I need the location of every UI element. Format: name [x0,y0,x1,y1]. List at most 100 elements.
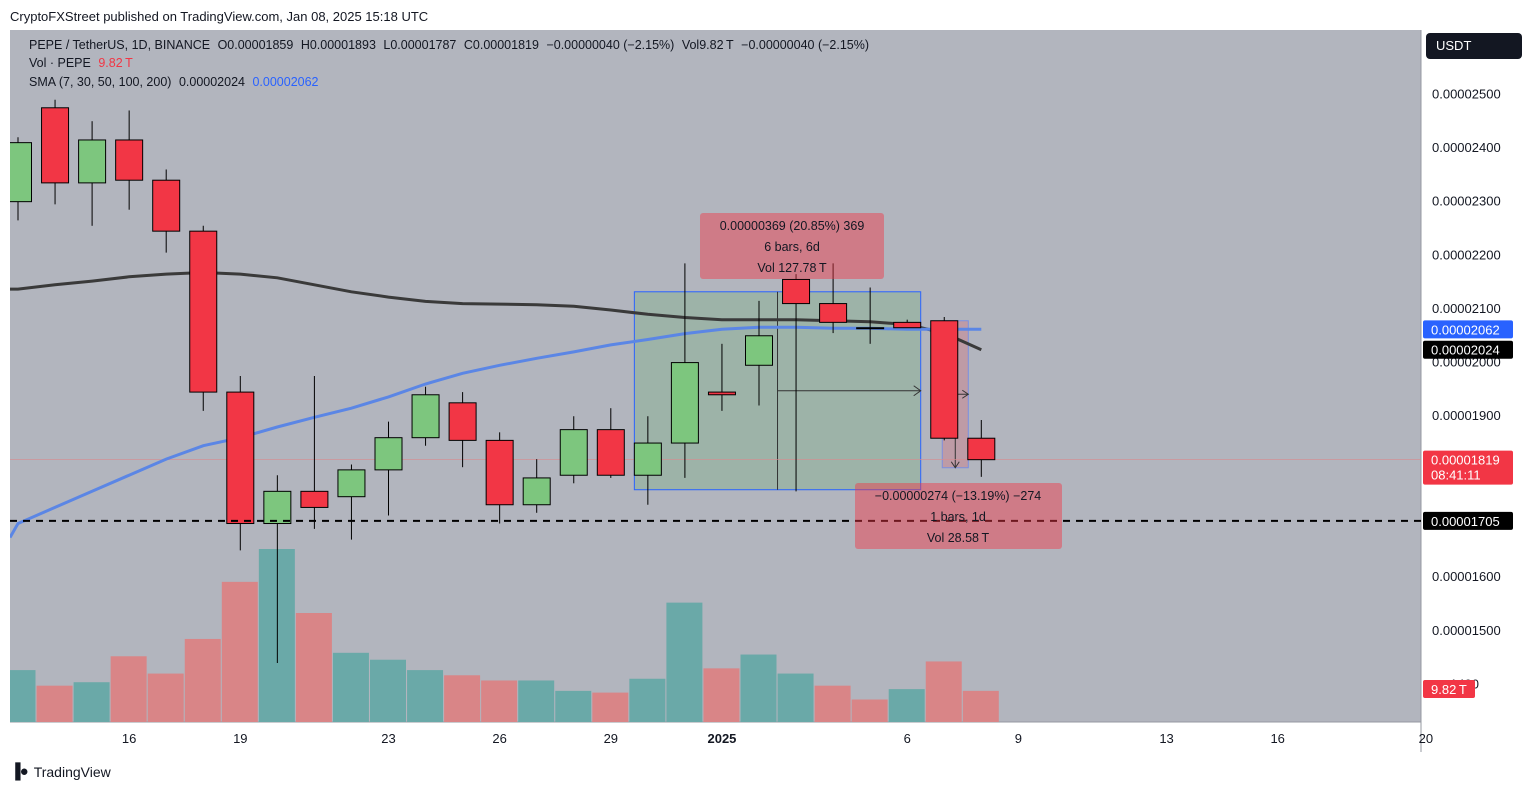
candle-body [189,230,218,393]
volume-bar [10,670,36,722]
time-scale-background [10,722,1421,752]
publish-caption: CryptoFXStreet published on TradingView.… [10,9,429,24]
volume-bar [518,680,555,722]
volume-bar [36,685,73,722]
x-tick-label: 2025 [707,731,736,746]
candle [263,475,292,663]
candle-body [263,490,292,525]
x-tick-label: 13 [1159,731,1173,746]
candle [596,408,625,478]
candle [41,99,70,205]
price-chart[interactable]: 0.00000369 (20.85%) 369 6 bars, 6d Vol 127… [10,30,1525,752]
candle-body [10,142,32,203]
volume-bar [740,654,777,722]
measure-down-label-text: −0.00000274 (−13.19%) −274 [875,489,1042,503]
price-scale-background [1421,30,1525,752]
candle [670,263,699,478]
volume-bar [925,661,962,722]
volume-bar [555,690,592,722]
x-tick-label: 19 [233,731,247,746]
price-tag: 0.00002024 [1423,340,1513,359]
y-tick-label: 0.00001900 [1432,408,1501,423]
legend-symbol: PEPE / TetherUS, 1D, BINANCE [29,38,211,52]
measure-down-label-text: 1 bars, 1d [930,510,986,524]
currency-button-label: USDT [1436,38,1472,53]
price-tag-countdown: 08:41:11 [1431,468,1481,483]
legend-change-2: −0.00000040 (−2.15%) [741,38,870,52]
x-tick-label: 6 [904,731,911,746]
volume-bar [370,659,406,722]
candle-body [707,391,736,396]
candle [782,274,811,492]
candle [115,110,144,210]
candle-body [226,391,255,525]
candle [411,386,440,446]
volume-tag-label: 9.82 T [1431,682,1467,697]
candle-body [930,320,959,439]
candle [930,316,959,441]
sma-dark-line [10,270,982,352]
volume-tag: 9.82 T [1423,680,1475,698]
price-tag-label: 0.00002024 [1431,343,1500,358]
candle-body [115,139,144,181]
legend-volume-line: Vol · PEPE 9.82 T [29,56,137,70]
x-tick-label: 29 [604,731,618,746]
candle-body [782,278,811,305]
measure-down-arrow-icon [962,389,970,399]
candle [337,464,366,540]
volume-bar [777,673,814,722]
candle-body [152,179,181,232]
y-tick-label: 0.00001500 [1432,623,1501,638]
legend-low: L0.00001787 [383,38,457,52]
volume-bar [592,692,629,722]
volume-bar [73,682,110,722]
candle-body [41,107,70,184]
measure-up-label-text: Vol 127.78 T [757,261,827,275]
candle [226,376,255,551]
price-tag-bg [1423,320,1513,339]
candle [78,121,107,226]
price-tag-bg [1423,511,1513,530]
candle [707,343,736,411]
price-tag: 0.00001705 [1423,511,1513,530]
y-tick-label: 0.00002100 [1432,301,1501,316]
legend-high: H0.00001893 [300,38,376,52]
candle-body [596,429,625,476]
candle-body [411,394,440,439]
candle-body [78,139,107,184]
x-tick-label: 23 [381,731,395,746]
candle-body [448,402,477,441]
price-tag-label: 0.00001819 [1431,453,1500,468]
candle [819,263,848,334]
tradingview-brand[interactable]: ▐● TradingView [10,763,111,780]
brand-label: TradingView [33,763,111,780]
candle [10,137,32,221]
volume-bar [184,638,221,722]
currency-button[interactable]: USDT [1426,33,1522,59]
price-tag: 0.00002062 [1423,320,1513,339]
x-tick-label: 26 [492,731,506,746]
measure-up-label-bg [700,213,884,279]
candle [152,169,181,253]
measure-down-label: −0.00000274 (−13.19%) −274 1 bars, 1d Vol … [855,483,1062,549]
x-tick-label: 16 [122,731,136,746]
candle-body [856,327,885,330]
legend-vol: Vol9.82 T [681,38,734,52]
legend-sma-value-1: 0.00002024 [178,75,245,89]
candle [893,319,922,329]
candle-body [559,429,588,476]
legend-sma-label: SMA (7, 30, 50, 100, 200) [29,75,172,89]
candle [745,300,773,406]
price-tag-label: 0.00002062 [1431,322,1500,337]
volume-bar [666,602,703,722]
chart-area[interactable]: 0.00000369 (20.85%) 369 6 bars, 6d Vol 127… [10,30,1525,752]
volume-bar [888,689,925,722]
legend-close: C0.00001819 [463,38,539,52]
candle-body [337,469,366,498]
candle-body [670,362,699,444]
y-tick-label: 0.00002300 [1432,194,1501,209]
candle-body [819,303,848,323]
candle [189,225,218,411]
volume-bar [444,675,481,722]
